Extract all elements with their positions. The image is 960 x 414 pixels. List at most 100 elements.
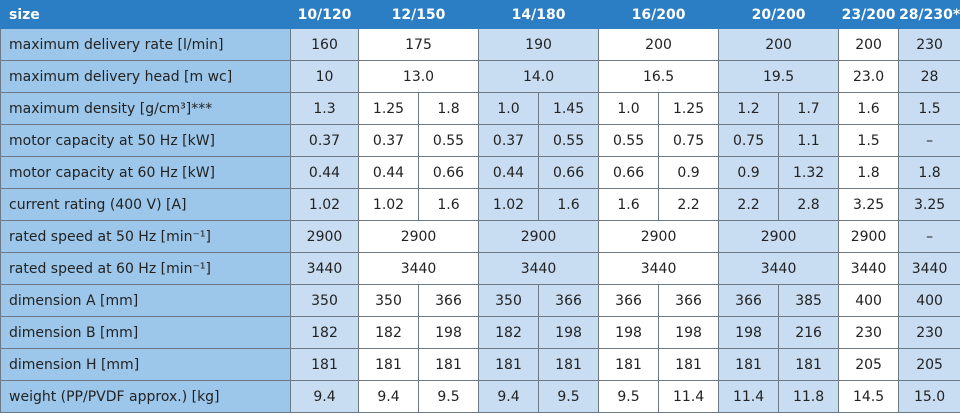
cell: 216 [778, 316, 840, 349]
cell: 190 [478, 28, 600, 61]
cell: 11.4 [718, 380, 780, 413]
cell: 0.55 [538, 124, 600, 157]
cell: 181 [718, 348, 780, 381]
cell: 230 [838, 316, 900, 349]
cell: 1.0 [478, 92, 540, 125]
cell: 14.5 [838, 380, 900, 413]
cell: 181 [658, 348, 720, 381]
cell: 28 [898, 60, 960, 93]
table-row: current rating (400 V) [A] 1.02 1.02 1.6 1.0… [0, 188, 960, 221]
cell: 0.37 [358, 124, 419, 157]
cell: 0.55 [417, 124, 480, 157]
cell: 1.5 [898, 92, 960, 125]
cell: 1.5 [838, 124, 900, 157]
cell: 1.8 [838, 156, 900, 189]
cell: 9.4 [290, 380, 359, 413]
cell: 3440 [838, 252, 900, 285]
cell: 1.02 [290, 188, 359, 221]
cell: 0.44 [358, 156, 419, 189]
cell: 198 [658, 316, 720, 349]
cell: 23.0 [838, 60, 900, 93]
row-label: dimension B [mm] [0, 316, 291, 349]
cell: 1.0 [598, 92, 660, 125]
cell: 1.25 [658, 92, 720, 125]
cell: 1.3 [290, 92, 359, 125]
cell: 1.6 [598, 188, 660, 221]
cell: 1.25 [358, 92, 419, 125]
cell: 0.75 [718, 124, 780, 157]
cell: 160 [290, 28, 359, 61]
cell: 181 [778, 348, 840, 381]
cell: 350 [358, 284, 419, 317]
table-row: dimension B [mm] 182 182 198 182 198 198 198 198… [0, 316, 960, 349]
header-model: 28/230* [898, 0, 960, 29]
cell: 182 [478, 316, 540, 349]
cell: 350 [478, 284, 540, 317]
cell: 366 [417, 284, 480, 317]
row-label: motor capacity at 50 Hz [kW] [0, 124, 291, 157]
cell: 2900 [718, 220, 840, 253]
cell: 198 [538, 316, 600, 349]
cell: 9.5 [417, 380, 480, 413]
cell: 3440 [718, 252, 840, 285]
cell: 3440 [357, 252, 480, 285]
cell: 16.5 [598, 60, 720, 93]
cell: 0.66 [538, 156, 600, 189]
row-label: maximum delivery rate [l/min] [0, 28, 291, 61]
table-row: dimension H [mm] 181 181 181 181 181 181 181 181… [0, 348, 960, 381]
cell: 182 [358, 316, 419, 349]
cell: 2900 [598, 220, 720, 253]
row-label: maximum density [g/cm³]*** [0, 92, 291, 125]
cell: 2900 [838, 220, 900, 253]
cell: 19.5 [718, 60, 840, 93]
table-row: dimension A [mm] 350 350 366 350 366 366 366 366… [0, 284, 960, 317]
header-row: size 10/120 12/150 14/180 16/200 20/200 23/200… [0, 0, 960, 29]
cell: 181 [538, 348, 600, 381]
cell: 1.1 [778, 124, 840, 157]
header-model: 10/120 [290, 0, 359, 29]
cell: 1.8 [417, 92, 480, 125]
row-label: maximum delivery head [m wc] [0, 60, 291, 93]
header-model: 14/180 [478, 0, 600, 29]
row-label: dimension H [mm] [0, 348, 291, 381]
cell: 198 [598, 316, 660, 349]
cell: 1.6 [417, 188, 480, 221]
cell: 350 [290, 284, 359, 317]
table-row: maximum delivery head [m wc] 10 13.0 14.0 16… [0, 60, 960, 93]
header-model: 20/200 [718, 0, 840, 29]
header-size: size [0, 0, 291, 29]
cell: 2.8 [778, 188, 840, 221]
cell: 230 [898, 316, 960, 349]
row-label: dimension A [mm] [0, 284, 291, 317]
cell: 181 [598, 348, 660, 381]
cell: 14.0 [478, 60, 600, 93]
cell: 400 [898, 284, 960, 317]
table-row: rated speed at 50 Hz [min⁻¹] 2900 2900 2900… [0, 220, 960, 253]
cell: – [898, 124, 960, 157]
cell: 9.5 [538, 380, 600, 413]
cell: 11.4 [658, 380, 720, 413]
cell: 181 [417, 348, 480, 381]
cell: 0.9 [718, 156, 780, 189]
cell: 3.25 [838, 188, 900, 221]
table-row: motor capacity at 50 Hz [kW] 0.37 0.37 0.55… [0, 124, 960, 157]
cell: 15.0 [898, 380, 960, 413]
row-label: weight (PP/PVDF approx.) [kg] [0, 380, 291, 413]
cell: 230 [898, 28, 960, 61]
cell: 205 [898, 348, 960, 381]
table-row: maximum density [g/cm³]*** 1.3 1.25 1.8 1.0 1… [0, 92, 960, 125]
cell: 3440 [898, 252, 960, 285]
header-model: 12/150 [357, 0, 480, 29]
cell: 1.02 [358, 188, 419, 221]
header-model: 23/200 [838, 0, 900, 29]
cell: 181 [290, 348, 359, 381]
cell: 3440 [478, 252, 600, 285]
cell: 1.6 [538, 188, 600, 221]
cell: 182 [290, 316, 359, 349]
row-label: rated speed at 60 Hz [min⁻¹] [0, 252, 291, 285]
cell: – [898, 220, 960, 253]
cell: 0.44 [290, 156, 359, 189]
cell: 0.66 [417, 156, 480, 189]
cell: 0.55 [598, 124, 660, 157]
